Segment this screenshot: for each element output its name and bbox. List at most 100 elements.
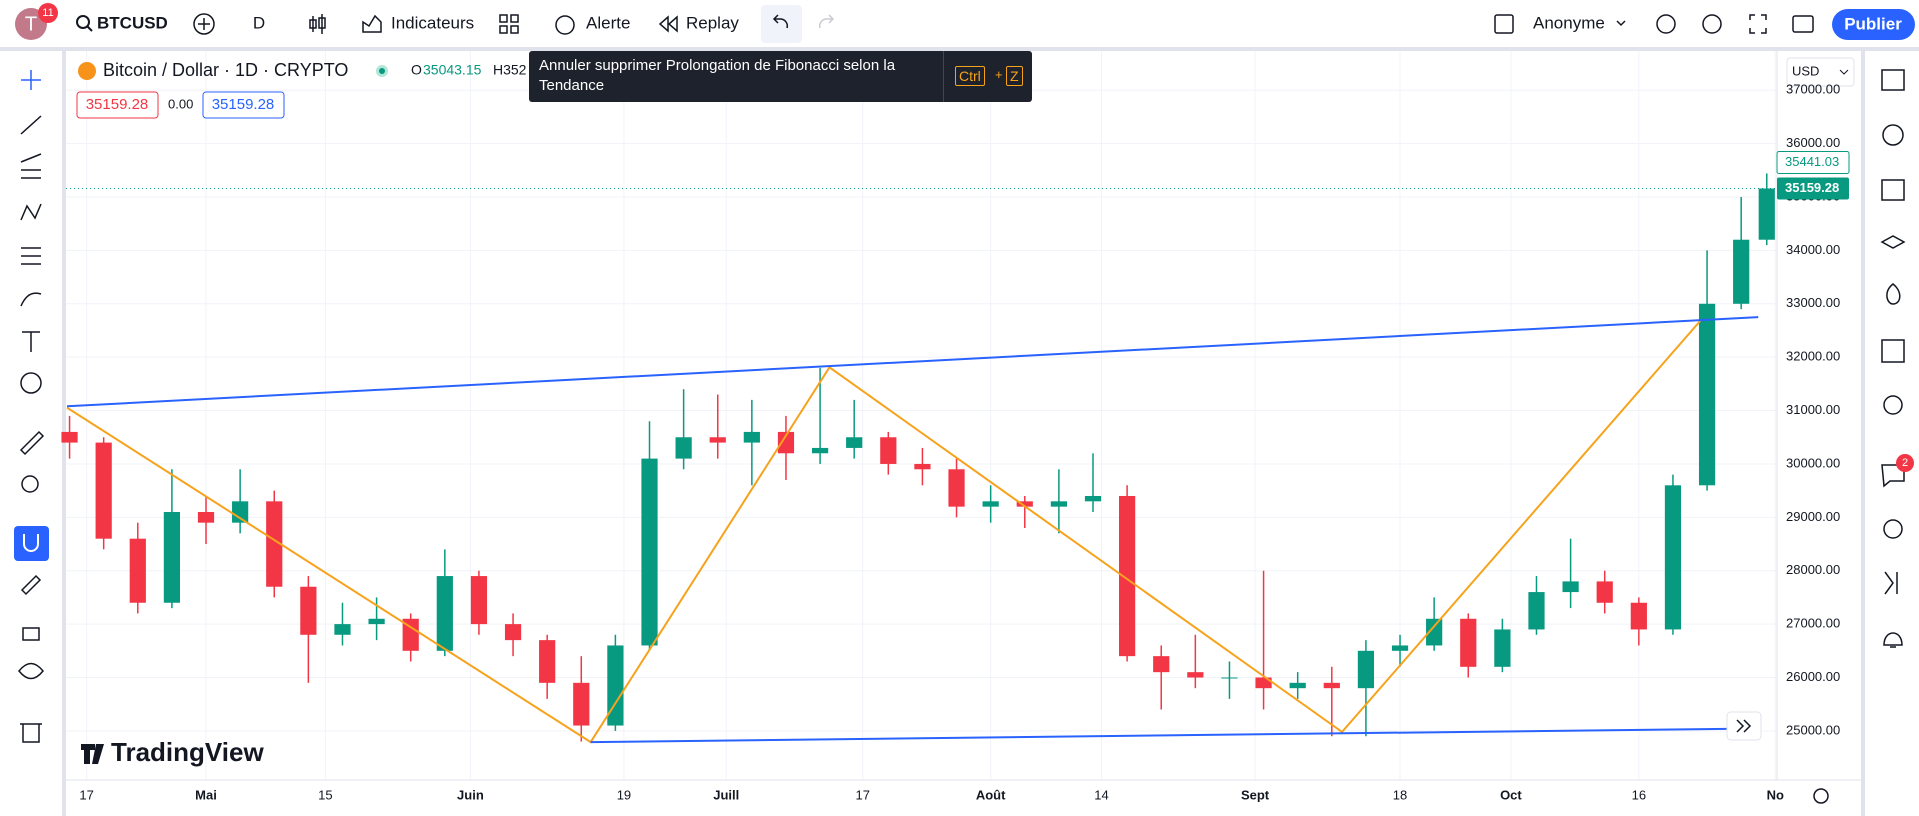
replay-icon[interactable]	[658, 15, 678, 33]
candle-body	[1596, 581, 1613, 603]
candle-body	[300, 586, 317, 635]
hotlists[interactable]	[1886, 283, 1901, 305]
x-tick-label: 17	[79, 787, 93, 802]
y-tick-label: 32000.00	[1786, 349, 1840, 364]
candle-body	[1698, 303, 1716, 486]
candle-body	[709, 437, 726, 443]
ruler-tool[interactable]	[19, 430, 45, 456]
news[interactable]	[1881, 179, 1905, 201]
candle-body	[1528, 592, 1545, 630]
undo-button[interactable]	[761, 5, 802, 43]
quick-search[interactable]	[1656, 14, 1676, 34]
candle-body	[1289, 682, 1306, 689]
replay[interactable]: Replay	[686, 13, 739, 32]
ideas[interactable]	[1883, 395, 1903, 415]
open-value: 35043.15	[423, 62, 482, 78]
axis-settings[interactable]	[1813, 788, 1829, 804]
alert-icon[interactable]	[555, 15, 575, 35]
currency: USD	[1792, 63, 1819, 78]
x-tick-label: Juill	[713, 787, 739, 802]
candle-body	[675, 437, 692, 459]
buy-box[interactable]	[202, 91, 285, 119]
y-tick-label: 25000.00	[1786, 722, 1840, 737]
candle-body	[163, 511, 181, 603]
chevron[interactable]	[1616, 20, 1626, 27]
candle-body	[266, 501, 283, 587]
chart-type-icon[interactable]	[309, 14, 326, 34]
indicators-icon[interactable]	[362, 14, 382, 33]
settings[interactable]	[1702, 14, 1722, 34]
candle-body	[1221, 677, 1238, 679]
x-tick-label: 15	[318, 787, 332, 802]
publish-button[interactable]	[1832, 9, 1915, 40]
forecast-tool[interactable]	[21, 247, 41, 265]
hide-tool[interactable]	[18, 662, 44, 680]
checkbox[interactable]	[1494, 14, 1514, 34]
streams[interactable]	[1883, 519, 1903, 539]
line-tool[interactable]	[20, 115, 42, 135]
y-tick-label: 34000.00	[1786, 242, 1840, 257]
tooltip-text: Annuler supprimer Prolongation de Fibona…	[539, 57, 896, 94]
candle-body	[1153, 656, 1170, 673]
tv-logo: TradingView	[111, 737, 264, 767]
x-tick-label: 19	[617, 787, 631, 802]
text-tool[interactable]	[22, 331, 40, 352]
notifications[interactable]	[1883, 632, 1903, 648]
calendar-next[interactable]	[1884, 571, 1898, 595]
candle-body	[948, 469, 965, 507]
badge-count: 11	[42, 7, 53, 19]
candle-body	[777, 431, 795, 454]
candle-body	[402, 618, 419, 651]
snapshot[interactable]	[1792, 15, 1814, 33]
candle-body	[1494, 629, 1511, 667]
tooltip: Annuler supprimer Prolongation de Fibona…	[529, 51, 1032, 102]
candle-body	[914, 463, 931, 470]
indicators[interactable]: Indicateurs	[391, 13, 474, 32]
calendar[interactable]	[1881, 339, 1905, 363]
candle-body	[1323, 682, 1340, 689]
currency-box[interactable]	[1786, 57, 1855, 87]
x-tick-label: Oct	[1500, 787, 1522, 802]
zoom-tool[interactable]	[21, 475, 39, 493]
candle-body	[1016, 501, 1033, 507]
drawing-line	[66, 320, 1701, 744]
interval[interactable]: D	[253, 13, 265, 32]
candle-body	[129, 538, 146, 603]
lock-draw[interactable]	[20, 574, 42, 596]
market-status	[379, 68, 385, 74]
cursor-tool[interactable]	[21, 70, 41, 90]
open-label: O	[411, 62, 422, 78]
magnet-tool[interactable]	[14, 526, 49, 561]
candle-body	[743, 431, 760, 443]
candle-body	[846, 437, 863, 448]
search-icon[interactable]	[76, 15, 90, 29]
user[interactable]: Anonyme	[1533, 13, 1605, 32]
candle-body	[880, 437, 897, 464]
candle-body	[1187, 672, 1204, 678]
plot	[61, 51, 1777, 780]
lock-tool[interactable]	[22, 627, 40, 641]
alert[interactable]: Alerte	[586, 13, 630, 32]
fib-tool[interactable]	[20, 153, 42, 179]
brush-tool[interactable]	[20, 292, 42, 307]
layouts-icon[interactable]	[499, 14, 519, 34]
add-symbol[interactable]	[193, 13, 215, 35]
pattern-tool[interactable]	[20, 203, 42, 221]
key: Ctrl	[955, 66, 985, 86]
fullscreen[interactable]	[1749, 14, 1767, 34]
emoji-tool[interactable]	[20, 372, 42, 394]
x-tick-label: Mai	[195, 787, 217, 802]
y-tick-label: 28000.00	[1786, 562, 1840, 577]
watchlist[interactable]	[1881, 69, 1905, 91]
delete-tool[interactable]	[20, 723, 42, 743]
candle-body	[1426, 618, 1443, 646]
alerts[interactable]	[1882, 124, 1904, 146]
publish: Publier	[1844, 14, 1902, 33]
sell-box[interactable]	[76, 91, 159, 119]
topbar	[0, 0, 1919, 49]
y-tick-label: 27000.00	[1786, 616, 1840, 631]
symbol[interactable]: BTCUSD	[97, 13, 168, 32]
layers[interactable]	[1880, 235, 1906, 249]
redo-icon[interactable]	[818, 14, 835, 29]
